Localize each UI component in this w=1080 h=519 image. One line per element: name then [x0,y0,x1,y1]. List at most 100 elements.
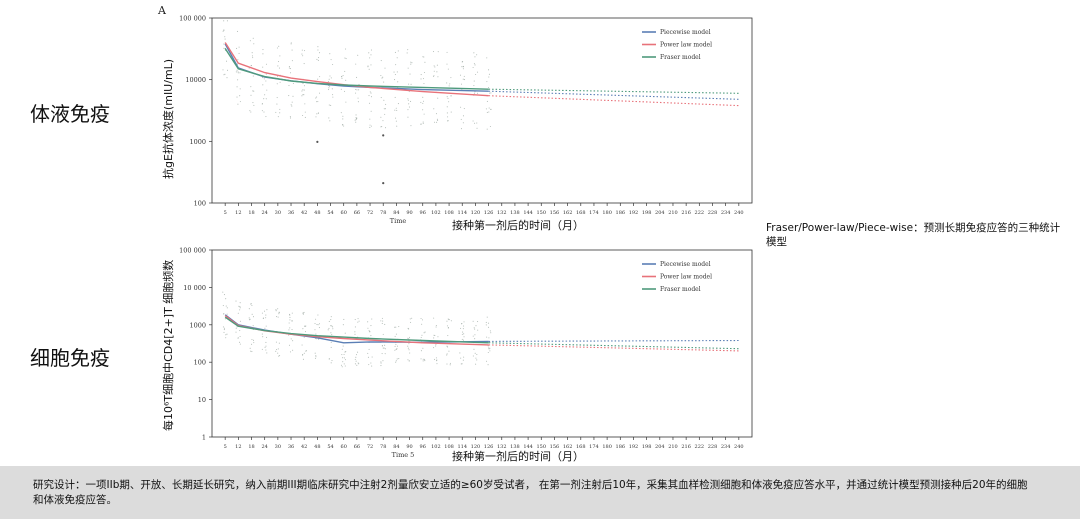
data-point [394,109,396,111]
data-point [450,77,452,79]
data-point [408,83,410,85]
data-point [357,54,359,56]
x-tick-label: 30 [275,444,281,450]
data-point [330,341,332,343]
data-point [462,339,465,341]
data-point [369,124,371,126]
data-point [421,334,423,336]
data-point [380,361,382,363]
x-tick-label: 150 [536,210,546,216]
piecewise-model-line [224,43,489,92]
x-tick-label: 156 [550,444,560,450]
data-point [395,107,397,109]
data-point [488,73,490,75]
data-point [446,63,448,65]
x-tick-label: 90 [406,444,412,450]
x-tick-label: 150 [536,444,546,450]
data-point [369,57,371,59]
data-point [354,92,357,94]
data-point [473,327,475,329]
outlier-point [382,182,385,185]
data-point [476,353,478,356]
data-point [317,49,319,51]
x-tick-label: 18 [248,210,254,216]
data-point [486,81,488,83]
data-point [369,330,371,333]
data-point [433,317,435,319]
data-point [393,71,395,73]
x-tick-label: 5 [224,444,227,450]
data-point [289,67,292,70]
data-point [327,81,329,83]
data-point [446,363,448,365]
data-point [317,59,319,61]
data-point [355,119,357,121]
data-point [487,326,490,328]
y-tick-label: 1 [202,434,206,442]
data-point [448,350,450,352]
data-point [422,358,424,360]
data-point [253,342,255,344]
data-point [226,313,228,315]
data-point [277,65,279,67]
data-point [407,359,409,361]
data-point [380,365,382,367]
data-point [420,123,422,125]
data-point [371,356,373,358]
x-tick-label: 42 [301,444,307,450]
data-point [394,51,396,54]
data-point [423,113,425,115]
data-point [341,348,343,350]
data-point [355,356,357,358]
data-point [473,52,475,54]
data-point [264,327,266,329]
x-tick-label: 234 [721,210,731,216]
data-point [223,29,225,31]
data-point [290,42,292,44]
data-point [342,324,344,326]
x-tick-label: 5 [224,210,227,216]
data-point [370,96,373,98]
data-point [474,56,476,58]
y-tick-label: 10000 [185,76,206,84]
data-point [472,120,474,122]
x-tick-label: 180 [602,210,612,216]
data-point [434,334,436,337]
data-point [331,88,333,90]
data-point [250,350,252,352]
data-point [394,335,396,337]
data-point [317,57,320,59]
data-point [485,321,487,324]
data-point [301,53,303,55]
data-point [477,92,479,94]
data-point [264,94,266,96]
data-point [474,328,476,330]
data-point [354,363,356,365]
data-point [266,352,268,354]
data-point [461,333,463,335]
data-point [332,326,334,328]
y-tick-label: 1000 [189,138,206,146]
data-point [343,353,345,356]
data-point [252,75,254,77]
data-point [449,83,451,85]
data-point [237,312,239,314]
x-tick-label: 216 [681,444,691,450]
data-point [447,68,449,70]
data-point [315,116,317,118]
data-point [318,327,320,329]
data-point [423,56,425,58]
data-point [342,115,344,117]
data-point [437,119,439,121]
data-point [486,100,488,103]
data-point [328,358,330,360]
data-point [265,341,267,343]
data-point [461,66,463,68]
data-point [422,102,424,104]
data-point [303,94,305,96]
data-point [290,104,292,106]
data-point [332,94,334,96]
data-point [239,329,241,332]
data-point [226,77,228,79]
data-point [304,111,306,113]
